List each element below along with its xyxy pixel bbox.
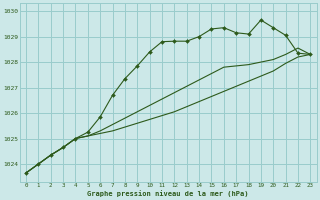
X-axis label: Graphe pression niveau de la mer (hPa): Graphe pression niveau de la mer (hPa) — [87, 190, 249, 197]
